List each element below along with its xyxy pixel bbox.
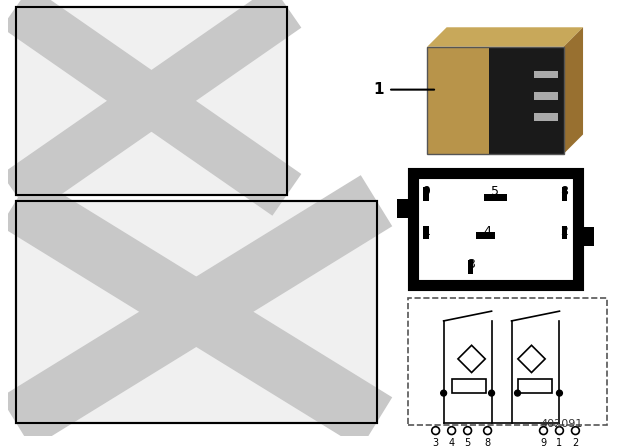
Text: 2: 2 <box>561 224 568 237</box>
Text: 8: 8 <box>484 439 491 448</box>
Polygon shape <box>0 175 392 448</box>
Text: 1: 1 <box>556 439 563 448</box>
Bar <box>16 201 376 423</box>
Text: 8: 8 <box>561 185 568 198</box>
Text: 4: 4 <box>449 439 454 448</box>
Bar <box>423 187 429 201</box>
Text: 9: 9 <box>422 185 430 198</box>
Text: 9: 9 <box>540 439 547 448</box>
Bar <box>578 227 594 246</box>
Text: 3: 3 <box>467 258 474 271</box>
Circle shape <box>557 390 563 396</box>
Text: 1: 1 <box>373 82 383 97</box>
Bar <box>534 92 558 100</box>
Bar <box>562 187 568 201</box>
Circle shape <box>489 390 495 396</box>
Polygon shape <box>0 175 392 448</box>
Bar <box>413 173 578 285</box>
Bar <box>427 47 564 154</box>
Bar <box>476 233 495 239</box>
Text: 5: 5 <box>465 439 471 448</box>
Bar <box>468 260 474 274</box>
Bar <box>488 47 564 154</box>
Bar <box>534 71 558 78</box>
Bar <box>408 298 607 425</box>
Polygon shape <box>1 0 301 215</box>
Bar <box>16 7 287 195</box>
Text: 3: 3 <box>433 439 438 448</box>
Bar <box>423 225 429 239</box>
Bar <box>427 47 564 154</box>
Bar <box>534 113 558 121</box>
Bar <box>518 379 552 393</box>
Text: 1: 1 <box>422 224 430 237</box>
Text: 2: 2 <box>572 439 579 448</box>
Text: 4: 4 <box>484 224 492 237</box>
Polygon shape <box>458 345 485 373</box>
Bar <box>397 199 413 218</box>
Text: 402091: 402091 <box>541 419 583 429</box>
Bar <box>484 194 507 201</box>
Polygon shape <box>564 27 583 154</box>
Bar <box>452 379 486 393</box>
Bar <box>562 225 568 239</box>
Polygon shape <box>427 27 583 47</box>
Polygon shape <box>1 0 301 215</box>
Bar <box>16 7 287 195</box>
Text: 5: 5 <box>492 185 499 198</box>
Bar <box>16 201 376 423</box>
Circle shape <box>441 390 447 396</box>
Circle shape <box>515 390 520 396</box>
Polygon shape <box>518 345 545 373</box>
